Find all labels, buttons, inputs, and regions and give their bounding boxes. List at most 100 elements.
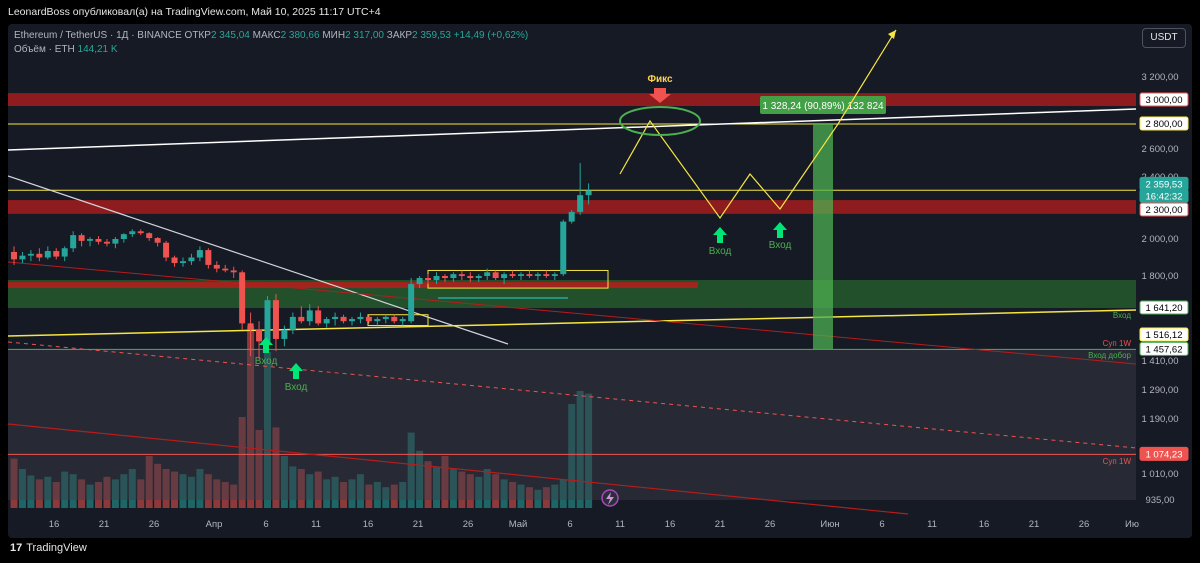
- candle-body: [458, 274, 465, 276]
- trend-line-down: [8, 175, 509, 345]
- volume-bar: [171, 471, 179, 508]
- entry-label: Вход: [709, 246, 732, 257]
- price-badge-label: 2 300,00: [1146, 205, 1183, 216]
- price-badge-label: 1 074,23: [1146, 449, 1183, 460]
- candle-body: [467, 276, 474, 279]
- candle-body: [87, 239, 94, 241]
- volume-bar: [356, 474, 364, 508]
- price-badge-label: 2 800,00: [1146, 119, 1183, 130]
- candle-body: [543, 274, 550, 276]
- candle-body: [137, 231, 144, 234]
- measure-label: 1 328,24 (90,89%) 132 824: [762, 101, 884, 112]
- candle-body: [146, 233, 153, 239]
- candle-body: [205, 250, 212, 265]
- volume-label: Объём · ETH: [14, 44, 75, 55]
- candle-body: [44, 251, 51, 258]
- volume-bar: [78, 479, 86, 508]
- volume-bar: [61, 471, 69, 508]
- x-tick-label: Июн: [820, 519, 839, 530]
- volume-bar: [52, 482, 60, 508]
- entry-label: Вход: [285, 382, 308, 393]
- y-tick-label: 935,00: [1145, 495, 1174, 506]
- y-tick-label: 1 410,00: [1142, 356, 1179, 367]
- entry-label: Вход: [255, 356, 278, 367]
- x-tick-label: 16: [363, 519, 374, 530]
- volume-bar: [179, 474, 187, 508]
- y-tick-label: 1 190,00: [1142, 414, 1179, 425]
- volume-value: 144,21 K: [77, 44, 118, 55]
- volume-bar: [441, 456, 449, 508]
- volume-bar: [289, 466, 297, 508]
- price-badge: [1139, 92, 1189, 107]
- x-tick-label: 21: [99, 519, 110, 530]
- volume-bar: [103, 476, 111, 508]
- volume-bar: [230, 484, 238, 508]
- volume-bar: [483, 469, 491, 508]
- price-badge-label: 16:42:32: [1146, 191, 1183, 202]
- y-tick-label: 2 600,00: [1142, 144, 1179, 155]
- volume-bar: [35, 479, 43, 508]
- volume-bar: [500, 479, 508, 508]
- volume-bar: [187, 476, 195, 508]
- footer-brand[interactable]: 17 TradingView: [10, 542, 87, 554]
- price-badge: [1139, 202, 1189, 217]
- volume-legend[interactable]: Объём · ETH 144,21 K: [14, 44, 118, 55]
- candle-body: [289, 316, 296, 330]
- volume-bar: [120, 474, 128, 508]
- candle-body: [188, 257, 195, 262]
- lightning-bolt-icon: [606, 492, 614, 505]
- low-value: 2 317,00: [345, 30, 384, 41]
- volume-bar: [213, 479, 221, 508]
- change-value: +14,49 (+0,62%): [453, 30, 529, 41]
- volume-bar: [128, 469, 136, 508]
- candle-body: [112, 239, 119, 244]
- x-tick-label: 26: [149, 519, 160, 530]
- volume-bar: [551, 484, 559, 508]
- candle-body: [163, 242, 170, 258]
- volume-bar: [424, 461, 432, 508]
- candle-body: [484, 272, 491, 276]
- candle-body: [213, 264, 220, 269]
- price-badge: [1139, 327, 1189, 342]
- candle-body: [103, 241, 110, 244]
- x-tick-label: Май: [509, 519, 528, 530]
- volume-bar: [331, 476, 339, 508]
- high-value: 2 380,66: [280, 30, 320, 41]
- low-label: МИН: [322, 30, 346, 41]
- fix-arrow-icon: [649, 88, 671, 103]
- resistance-zone-3000: [8, 93, 1136, 106]
- candle-body: [450, 274, 457, 279]
- candle-body: [551, 274, 558, 276]
- volume-bar: [340, 482, 348, 508]
- x-tick-label: 6: [567, 519, 572, 530]
- trend-line-dashed: [8, 341, 1137, 449]
- y-tick-label: 2 000,00: [1142, 234, 1179, 245]
- volume-bar: [154, 463, 162, 508]
- volume-bar: [145, 456, 153, 508]
- candle-body: [27, 253, 34, 256]
- candle-body: [154, 238, 161, 243]
- add-entry-label: Вход добор: [1088, 351, 1131, 360]
- candle-body: [222, 268, 229, 271]
- y-tick-label: 1 010,00: [1142, 469, 1179, 480]
- chart-area[interactable]: 1 328,24 (90,89%) 132 824 Фикс Вход Вход Вхо…: [8, 24, 1192, 538]
- volume-bar: [542, 487, 550, 508]
- candle-body: [518, 274, 524, 276]
- close-label: ЗАКР: [386, 30, 412, 41]
- volume-bar: [264, 352, 271, 508]
- entry-label: Вход: [769, 240, 792, 251]
- price-chart[interactable]: 1 328,24 (90,89%) 132 824 Фикс Вход Вход Вхо…: [8, 24, 1192, 538]
- close-value: 2 359,53: [412, 30, 451, 41]
- shadow-zone: [8, 349, 1136, 500]
- volume-bar: [475, 476, 483, 508]
- currency-button[interactable]: USDT: [1142, 28, 1186, 48]
- candle-body: [11, 251, 17, 260]
- candle-body: [425, 278, 432, 281]
- candle-body: [433, 276, 440, 281]
- candle-body: [340, 316, 347, 322]
- entry-arrow-icon: [773, 222, 787, 238]
- entry-arrow-icon: [289, 363, 303, 379]
- volume-bar: [365, 484, 373, 508]
- symbol-legend[interactable]: Ethereum / TetherUS · 1Д · BINANCE ОТКР2…: [14, 30, 528, 41]
- candle-body: [78, 235, 85, 241]
